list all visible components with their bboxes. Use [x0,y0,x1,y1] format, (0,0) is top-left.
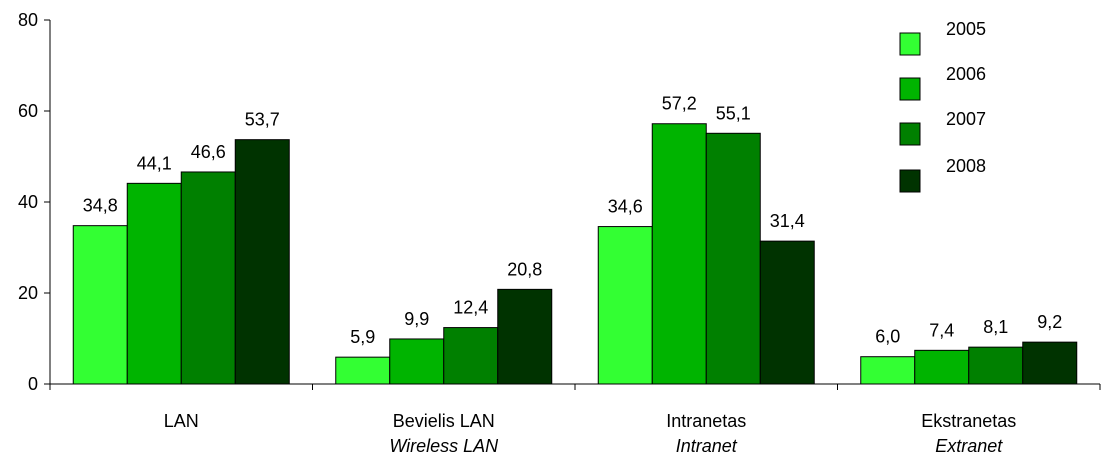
bar-value-label: 9,9 [404,309,429,329]
y-tick-label: 80 [18,10,38,30]
category-sublabel: Wireless LAN [389,436,499,456]
legend-label: 2007 [946,109,986,129]
bars: 34,8 44,1 46,6 53,7 5,9 9,9 12,4 20,8 34,6 57,2 55… [72,94,1078,385]
bar [497,288,553,385]
legend: 2005 2006 2007 2008 [899,19,986,193]
bar-value-label: 53,7 [245,110,280,130]
bar [914,349,970,385]
bar-value-label: 31,4 [770,211,805,231]
bar [389,338,445,385]
bar [597,226,653,385]
category-label: Bevielis LAN [393,411,495,431]
bar [443,327,499,385]
bar [705,132,761,385]
bar-value-label: 8,1 [983,317,1008,337]
bar-value-label: 46,6 [191,142,226,162]
legend-swatch [899,169,921,193]
y-axis: 0 20 40 60 80 [18,10,51,394]
bar [1022,341,1078,385]
bar-value-label: 57,2 [662,94,697,114]
y-tick-label: 40 [18,192,38,212]
bar-value-label: 20,8 [507,259,542,279]
bar [72,225,128,385]
bar [860,356,916,385]
legend-swatch [899,77,921,101]
legend-label: 2008 [946,156,986,176]
category-sublabel: Intranet [676,436,738,456]
category-label: Intranetas [666,411,746,431]
legend-label: 2005 [946,19,986,39]
bar [968,346,1024,385]
bar-value-label: 5,9 [350,327,375,347]
category-label: LAN [164,411,199,431]
bar-value-label: 55,1 [716,103,751,123]
y-tick-label: 20 [18,283,38,303]
y-tick-label: 60 [18,101,38,121]
bar-value-label: 7,4 [929,320,954,340]
bar-value-label: 34,8 [83,196,118,216]
x-axis: LAN Bevielis LAN Wireless LAN Intranetas Int… [49,383,1101,456]
bar-value-label: 6,0 [875,327,900,347]
legend-label: 2006 [946,64,986,84]
bar [126,182,182,385]
bar [651,123,707,385]
category-sublabel: Extranet [935,436,1003,456]
legend-swatch [899,32,921,56]
bar-value-label: 12,4 [453,298,488,318]
bar [335,356,391,385]
y-tick-label: 0 [28,374,38,394]
bar [180,171,236,385]
bar-value-label: 44,1 [137,153,172,173]
bar [759,240,815,385]
bar [234,139,290,385]
bar-value-label: 34,6 [608,197,643,217]
category-label: Ekstranetas [921,411,1016,431]
bar-value-label: 9,2 [1037,312,1062,332]
legend-swatch [899,122,921,146]
